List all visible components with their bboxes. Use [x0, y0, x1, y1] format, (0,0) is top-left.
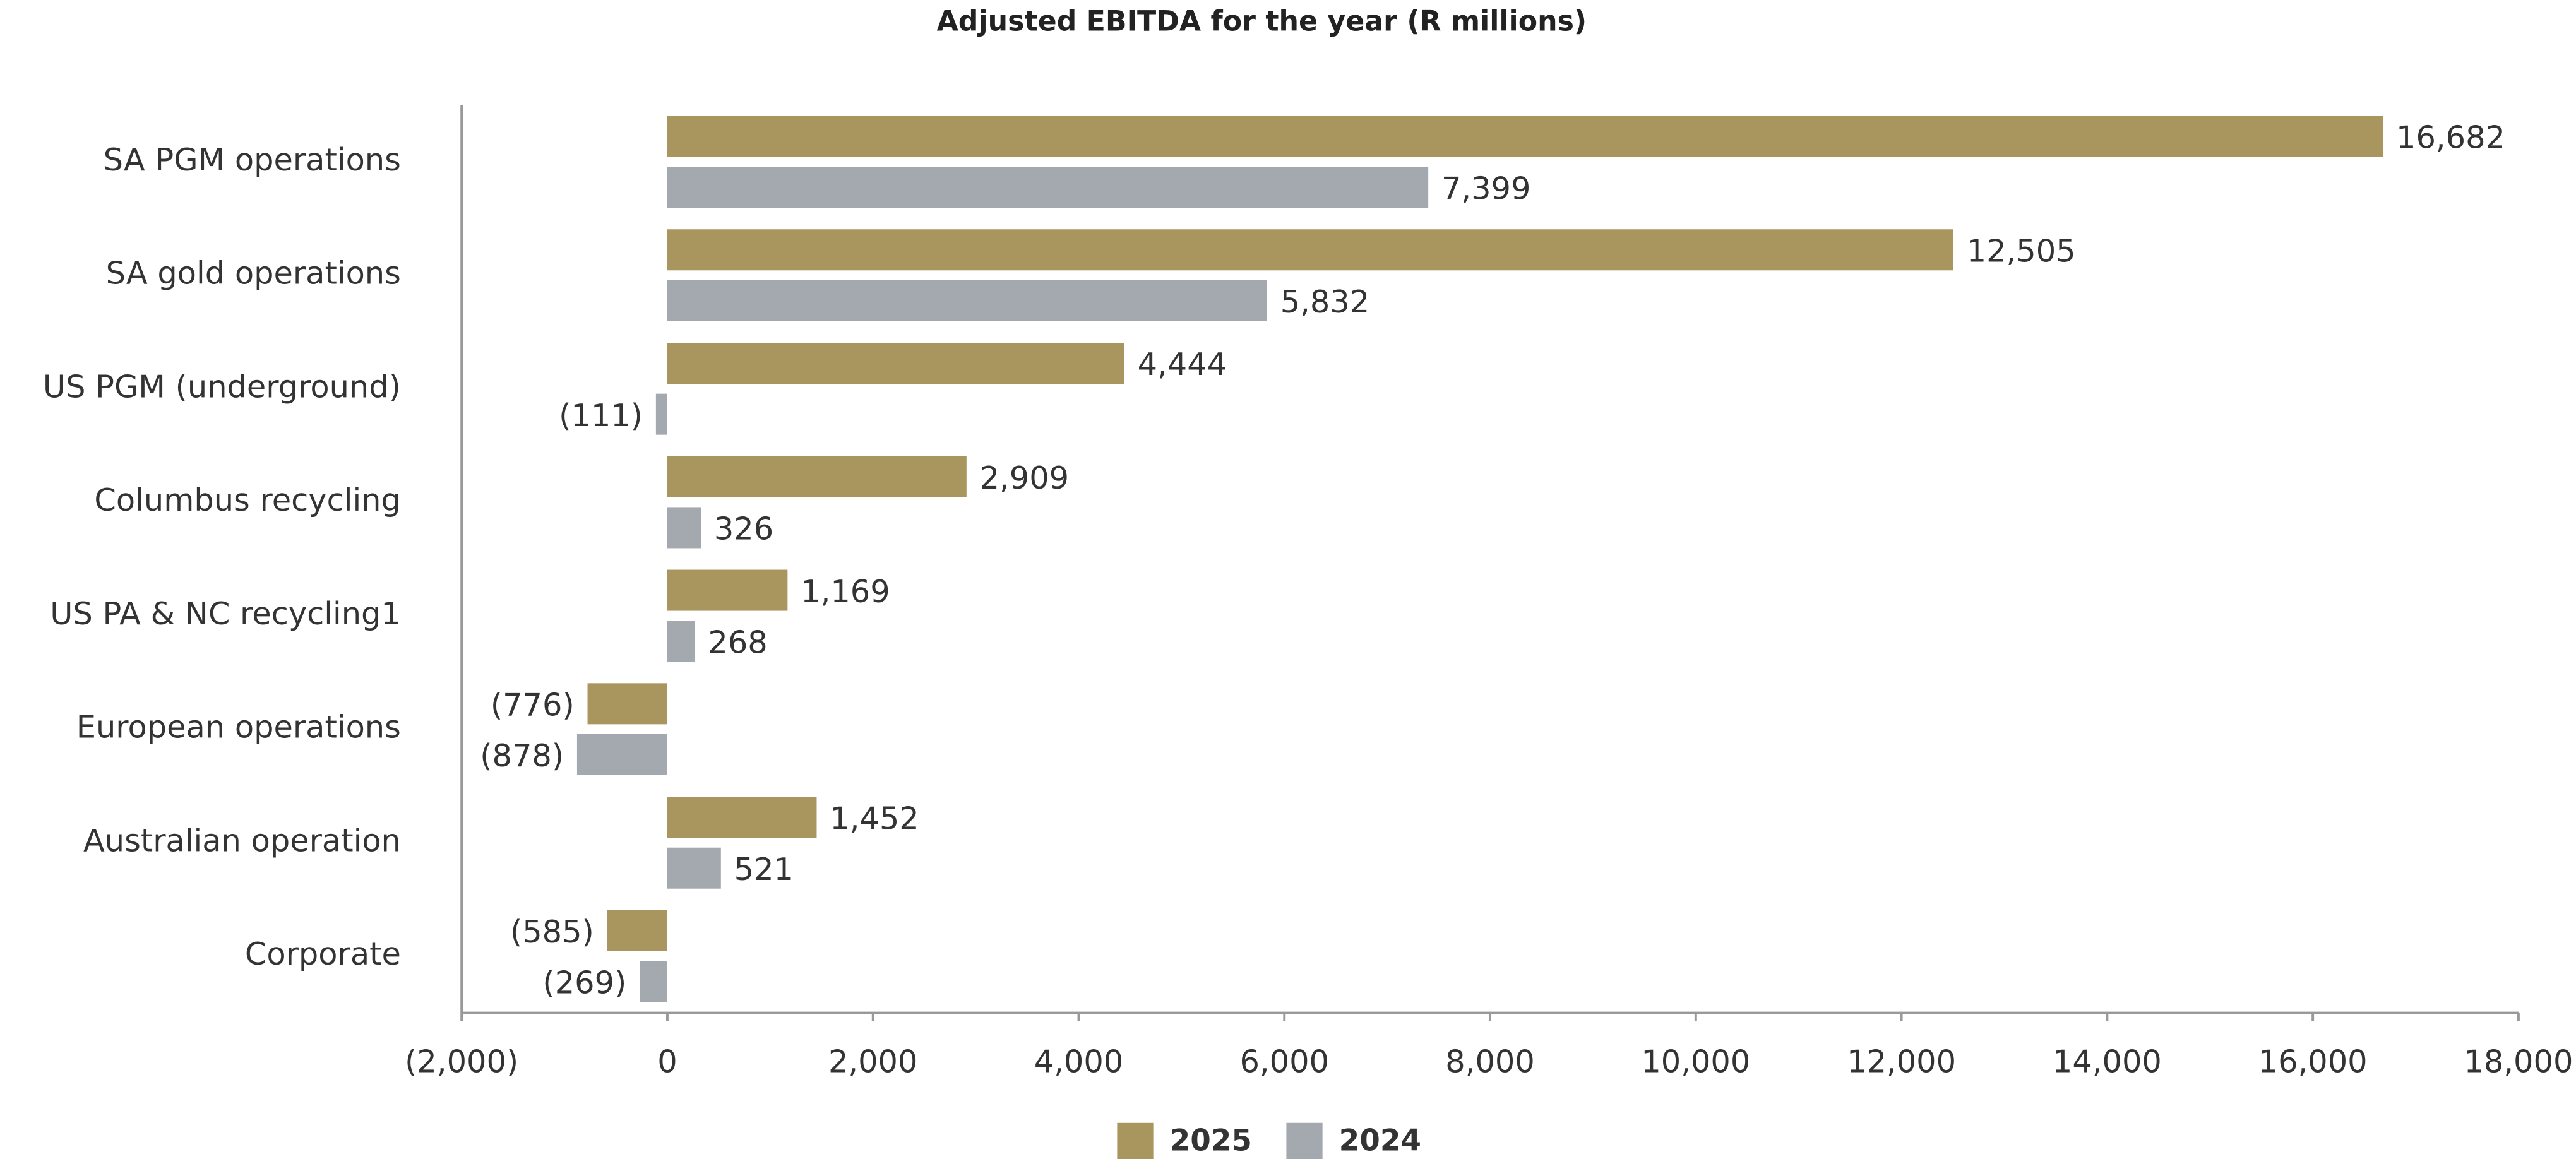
value-label: 16,682 [2396, 119, 2505, 156]
bar [667, 569, 788, 611]
category-label: Columbus recycling [94, 482, 400, 518]
bar [667, 847, 721, 889]
value-label: (878) [480, 737, 564, 774]
bar [655, 393, 667, 435]
legend-swatch [1286, 1122, 1323, 1159]
value-label: 268 [708, 624, 767, 660]
bar [667, 507, 701, 549]
value-label: (776) [491, 687, 575, 723]
value-label: 2,909 [980, 460, 1069, 496]
x-tick-label: (2,000) [405, 1043, 518, 1080]
value-label: 1,169 [801, 573, 890, 610]
bar [667, 116, 2383, 157]
bar [667, 280, 1267, 321]
category-label: European operations [76, 709, 401, 746]
bar [640, 961, 667, 1002]
value-label: 7,399 [1441, 170, 1530, 206]
legend-text: 2025 [1170, 1124, 1252, 1158]
bar [667, 343, 1124, 384]
value-label: 1,452 [830, 800, 919, 836]
category-label: Corporate [245, 936, 401, 972]
bar [607, 910, 667, 951]
x-tick-label: 6,000 [1240, 1043, 1329, 1080]
category-label: US PGM (underground) [43, 368, 401, 405]
category-label: Australian operation [83, 822, 401, 859]
bar [587, 683, 667, 725]
value-label: (585) [510, 913, 594, 950]
value-label: (111) [559, 397, 643, 434]
category-label: SA gold operations [106, 255, 401, 292]
value-label: 12,505 [1967, 232, 2076, 269]
x-tick-label: 12,000 [1847, 1043, 1956, 1080]
x-tick-label: 2,000 [828, 1043, 917, 1080]
bar [667, 621, 695, 662]
x-tick-label: 14,000 [2053, 1043, 2162, 1080]
value-label: (269) [542, 965, 626, 1001]
value-label: 5,832 [1280, 283, 1369, 320]
value-label: 521 [734, 851, 794, 888]
chart-title: Adjusted EBITDA for the year (R millions… [937, 5, 1587, 37]
bar [667, 167, 1429, 208]
category-label: US PA & NC recycling1 [50, 595, 401, 632]
x-tick-label: 16,000 [2258, 1043, 2368, 1080]
x-tick-label: 8,000 [1445, 1043, 1534, 1080]
legend-swatch [1117, 1122, 1154, 1159]
bar [667, 456, 967, 497]
x-tick-label: 10,000 [1641, 1043, 1750, 1080]
category-label: SA PGM operations [104, 141, 401, 178]
bar [576, 734, 667, 775]
bar [667, 229, 1953, 271]
x-tick-label: 4,000 [1034, 1043, 1123, 1080]
x-tick-label: 0 [657, 1043, 677, 1080]
x-tick-label: 18,000 [2464, 1043, 2573, 1080]
value-label: 4,444 [1138, 346, 1227, 383]
value-label: 326 [714, 511, 773, 547]
bar [667, 797, 817, 838]
legend-text: 2024 [1339, 1124, 1421, 1158]
